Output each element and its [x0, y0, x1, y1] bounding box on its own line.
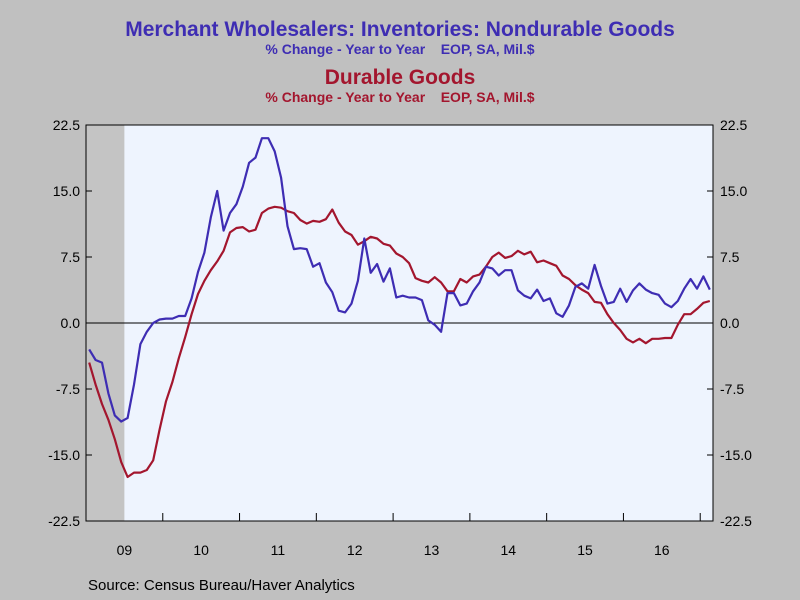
y-tick-label-right: -22.5 [720, 513, 752, 529]
x-tick-label: 15 [577, 542, 593, 558]
y-tick-label-right: 0.0 [720, 315, 740, 331]
x-tick-label: 11 [271, 542, 286, 558]
x-tick-label: 16 [654, 542, 670, 558]
y-tick-label-left: 22.5 [53, 117, 80, 133]
y-tick-label-right: 22.5 [720, 117, 747, 133]
x-tick-label: 10 [193, 542, 209, 558]
source-note: Source: Census Bureau/Haver Analytics [88, 577, 355, 594]
x-tick-label: 09 [117, 542, 133, 558]
x-tick-label: 13 [424, 542, 440, 558]
chart-title-nondurable: Merchant Wholesalers: Inventories: Nondu… [125, 18, 675, 41]
y-tick-label-right: 15.0 [720, 183, 747, 199]
plot-border [85, 124, 714, 522]
chart-title-durable: Durable Goods [324, 66, 476, 89]
x-tick-label: 12 [347, 542, 363, 558]
series-line-nondurable [88, 137, 711, 423]
y-tick-label-right: -15.0 [720, 447, 752, 463]
series-line-durable [88, 205, 711, 479]
y-tick-label-left: -15.0 [48, 447, 80, 463]
y-tick-label-left: 0.0 [61, 315, 81, 331]
y-tick-label-right: -7.5 [720, 381, 744, 397]
x-tick-label: 14 [500, 542, 516, 558]
y-tick-label-left: -7.5 [56, 381, 80, 397]
y-tick-label-left: 15.0 [53, 183, 80, 199]
chart-subtitle-durable: % Change - Year to Year EOP, SA, Mil.$ [265, 89, 535, 105]
y-tick-label-left: 7.5 [61, 249, 81, 265]
y-tick-label-right: 7.5 [720, 249, 740, 265]
y-tick-label-left: -22.5 [48, 513, 80, 529]
chart-subtitle-nondurable: % Change - Year to Year EOP, SA, Mil.$ [265, 41, 535, 57]
